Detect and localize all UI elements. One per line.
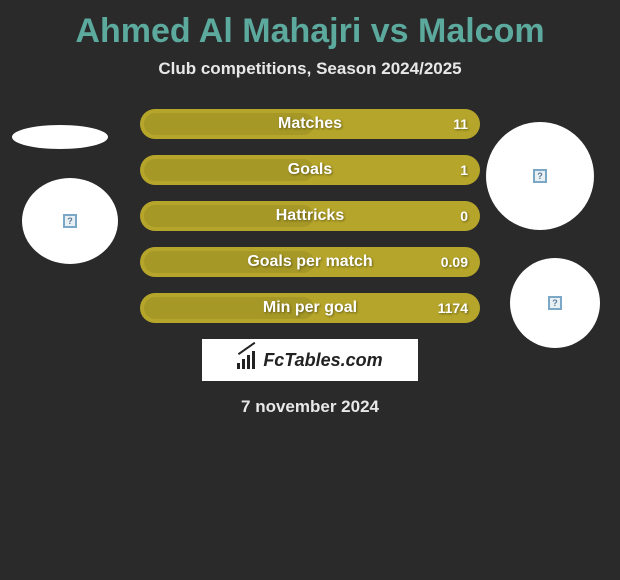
stat-value: 0 bbox=[460, 208, 468, 224]
bar-icon-segment bbox=[252, 351, 255, 369]
stat-value: 1 bbox=[460, 162, 468, 178]
stat-value: 1174 bbox=[438, 300, 468, 316]
placeholder-icon: ? bbox=[548, 296, 562, 310]
stats-container: Matches 11 Goals 1 Hattricks 0 Goals per… bbox=[140, 109, 480, 323]
page-title: Ahmed Al Mahajri vs Malcom bbox=[0, 0, 620, 51]
bar-icon-segment bbox=[237, 363, 240, 369]
chart-icon bbox=[237, 351, 259, 369]
placeholder-icon: ? bbox=[63, 214, 77, 228]
branding-text: FcTables.com bbox=[263, 350, 382, 371]
bar-icon-segment bbox=[242, 359, 245, 369]
right-avatar-circle-2: ? bbox=[510, 258, 600, 348]
stat-label: Min per goal bbox=[263, 299, 357, 317]
subtitle: Club competitions, Season 2024/2025 bbox=[0, 59, 620, 79]
stat-label: Matches bbox=[278, 115, 342, 133]
stat-bar: Goals per match 0.09 bbox=[140, 247, 480, 277]
stat-bar: Goals 1 bbox=[140, 155, 480, 185]
date-text: 7 november 2024 bbox=[0, 397, 620, 417]
branding-box: FcTables.com bbox=[202, 339, 418, 381]
placeholder-icon: ? bbox=[533, 169, 547, 183]
bar-icon-segment bbox=[247, 355, 250, 369]
stat-bar: Min per goal 1174 bbox=[140, 293, 480, 323]
left-ellipse-decoration bbox=[12, 125, 108, 149]
right-avatar-circle-1: ? bbox=[486, 122, 594, 230]
stat-bar: Matches 11 bbox=[140, 109, 480, 139]
stat-value: 11 bbox=[453, 116, 468, 132]
stat-bar: Hattricks 0 bbox=[140, 201, 480, 231]
stat-label: Goals bbox=[288, 161, 332, 179]
stat-label: Goals per match bbox=[247, 253, 372, 271]
left-avatar-circle: ? bbox=[22, 178, 118, 264]
stat-value: 0.09 bbox=[441, 254, 468, 270]
stat-label: Hattricks bbox=[276, 207, 344, 225]
